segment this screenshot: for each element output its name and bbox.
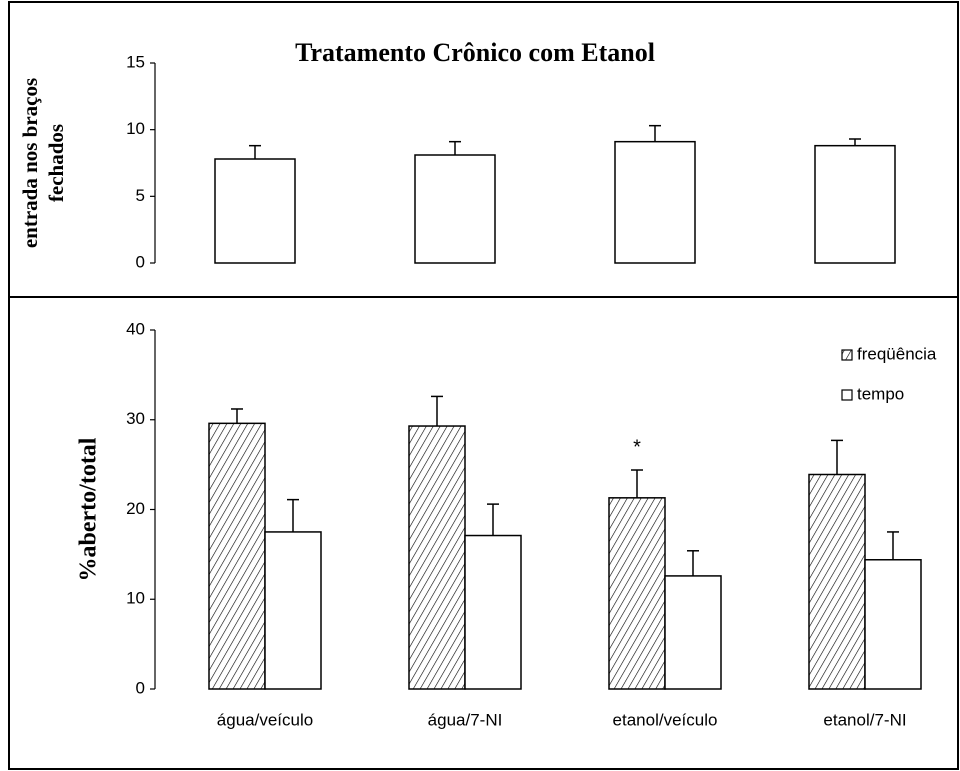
bar <box>414 154 496 264</box>
bar <box>808 473 866 690</box>
bar <box>614 140 696 264</box>
y-tick-label: 30 <box>126 409 145 428</box>
y-tick-label: 40 <box>126 319 145 338</box>
chart-title: Tratamento Crônico com Etanol <box>295 38 655 67</box>
y-axis-title: %aberto/total <box>76 437 102 581</box>
y-axis-title: fechados <box>44 124 68 202</box>
bar <box>264 531 322 690</box>
y-tick-label: 15 <box>126 52 145 71</box>
bar <box>464 534 522 690</box>
y-tick-label: 0 <box>136 678 145 697</box>
bar <box>208 422 266 690</box>
bar <box>408 425 466 690</box>
y-tick-label: 20 <box>126 499 145 518</box>
legend-label: freqüência <box>857 344 937 363</box>
x-tick-label: etanol/veículo <box>613 710 718 729</box>
frame <box>8 1 959 770</box>
bar <box>608 497 666 690</box>
y-tick-label: 0 <box>136 252 145 271</box>
x-tick-label: água/veículo <box>217 710 313 729</box>
y-axis-title: entrada nos braços <box>18 78 42 248</box>
legend-swatch <box>841 349 853 361</box>
bar <box>664 575 722 690</box>
legend-label: tempo <box>857 384 904 403</box>
bar <box>814 144 896 264</box>
bar <box>214 158 296 264</box>
annotation: * <box>633 436 641 458</box>
y-tick-label: 10 <box>126 589 145 608</box>
x-tick-label: etanol/7-NI <box>823 710 906 729</box>
x-tick-label: água/7-NI <box>428 710 503 729</box>
bar <box>864 559 922 690</box>
y-tick-label: 5 <box>136 186 145 205</box>
y-tick-label: 10 <box>126 119 145 138</box>
legend-swatch <box>841 389 853 401</box>
